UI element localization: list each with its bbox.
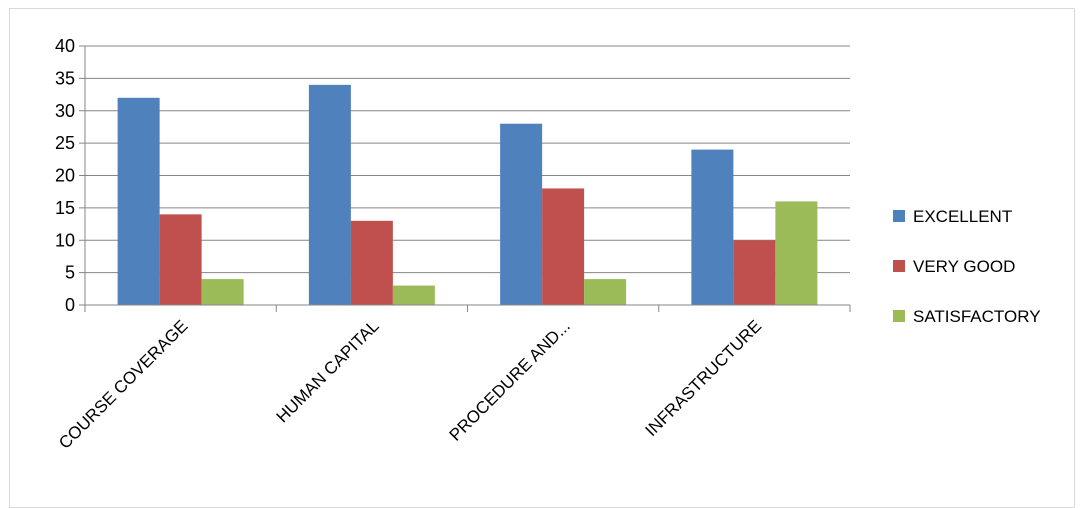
y-tick-label: 30 (55, 101, 75, 121)
bar-satisfactory (392, 285, 435, 305)
chart-frame: 0 5 10 15 20 25 30 35 40 COURSE COVERAGE HUMAN CA… (9, 8, 1075, 508)
gridlines (85, 45, 850, 274)
legend-label: SATISFACTORY (913, 307, 1041, 326)
y-tick-labels: 0 5 10 15 20 25 30 35 40 (55, 36, 75, 315)
y-tick-label: 25 (55, 133, 75, 153)
x-category-label: HUMAN CAPITAL (273, 316, 383, 426)
bar-very-good (733, 240, 776, 305)
x-category-label: COURSE COVERAGE (55, 316, 191, 452)
bars (117, 84, 818, 305)
x-category-label: PROCEDURE AND... (446, 316, 574, 444)
bar-chart: 0 5 10 15 20 25 30 35 40 COURSE COVERAGE HUMAN CA… (55, 36, 1041, 453)
bar-satisfactory (201, 279, 244, 305)
legend-swatch (893, 260, 905, 272)
y-tick-label: 20 (55, 166, 75, 186)
x-category-label: INFRASTRUCTURE (642, 316, 766, 440)
y-tick-label: 35 (55, 68, 75, 88)
y-tick-label: 10 (55, 230, 75, 250)
y-tick-label: 40 (55, 36, 75, 56)
y-tick-label: 0 (65, 295, 75, 315)
bar-satisfactory (775, 201, 818, 305)
bar-very-good (542, 188, 585, 305)
bar-excellent (691, 149, 734, 305)
legend-label: VERY GOOD (913, 257, 1015, 276)
bar-very-good (159, 214, 202, 305)
legend-swatch (893, 210, 905, 222)
bar-excellent (117, 97, 160, 305)
legend-swatch (893, 310, 905, 322)
bar-excellent (500, 123, 543, 305)
legend: EXCELLENT VERY GOOD SATISFACTORY (893, 207, 1041, 326)
bar-satisfactory (584, 279, 627, 305)
bar-very-good (350, 220, 393, 305)
y-tick-label: 15 (55, 198, 75, 218)
legend-label: EXCELLENT (913, 207, 1012, 226)
bar-excellent (308, 84, 351, 305)
x-category-labels: COURSE COVERAGE HUMAN CAPITAL PROCEDURE AN… (55, 316, 765, 452)
axes (79, 45, 851, 312)
y-tick-label: 5 (65, 263, 75, 283)
